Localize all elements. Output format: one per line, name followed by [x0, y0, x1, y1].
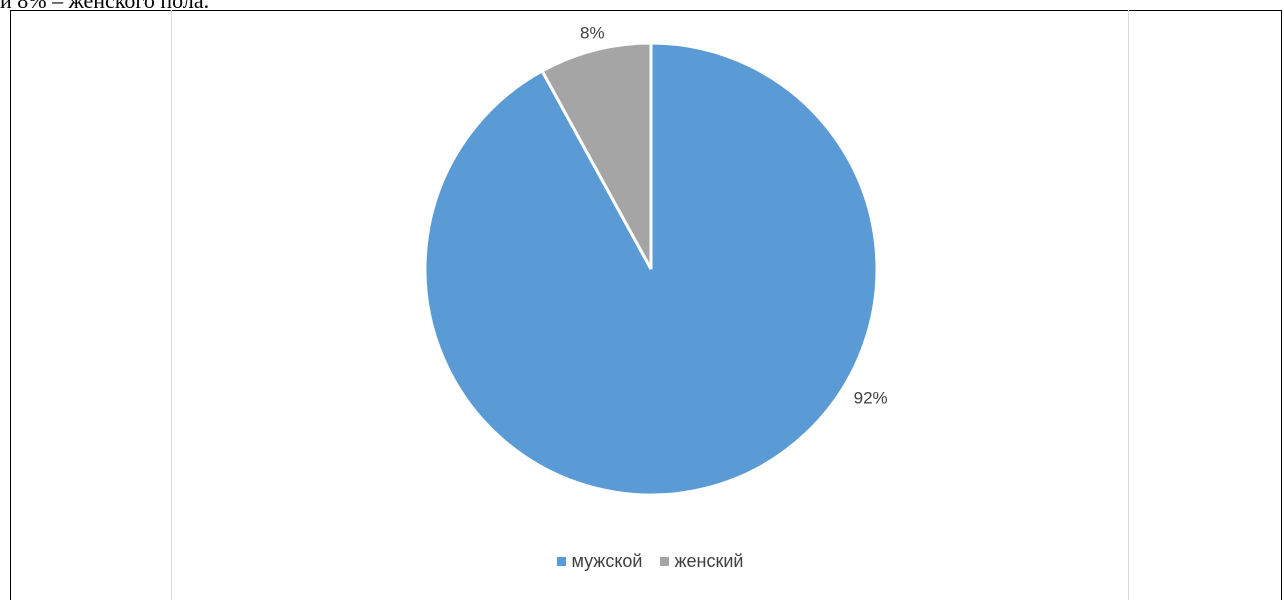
pie-slice-female	[540, 41, 653, 270]
legend-label-male: мужской	[571, 551, 643, 571]
pie-chart: 92% 8%	[423, 23, 888, 497]
data-label-female: 8%	[580, 23, 605, 42]
chart-area: 92% 8% мужской женский	[171, 10, 1129, 600]
legend-swatch-male	[556, 557, 566, 566]
legend-item-male: мужской	[556, 551, 643, 572]
legend-item-female: женский	[659, 551, 744, 572]
table-frame	[10, 10, 1282, 600]
legend-swatch-female	[659, 557, 669, 566]
document-text-line: и 8% – женского пола.	[0, 0, 210, 13]
data-label-male: 92%	[854, 389, 888, 408]
legend-label-female: женский	[674, 551, 744, 571]
chart-legend: мужской женский	[172, 550, 1128, 572]
